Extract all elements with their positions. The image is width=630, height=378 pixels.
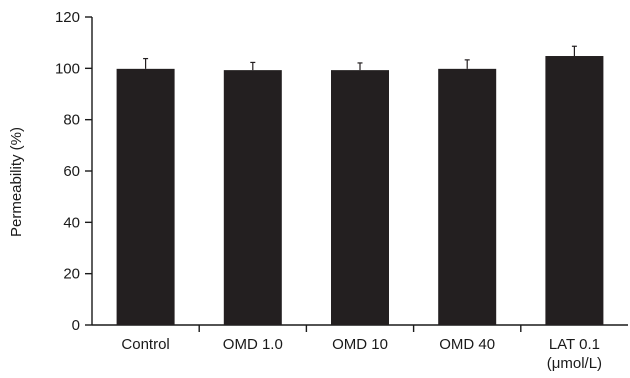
bar	[545, 56, 604, 325]
error-bars	[143, 45, 577, 71]
x-tick-label: LAT 0.1	[549, 336, 600, 353]
x-tick-label: OMD 40	[439, 336, 495, 353]
y-tick-label: 120	[55, 9, 80, 26]
bar	[223, 70, 282, 325]
bars	[116, 56, 604, 325]
x-tick-labels: Control OMD 1.0 OMD 10 OMD 40 LAT 0.1 (μmol/L…	[121, 336, 602, 372]
y-tick-label: 0	[72, 317, 80, 334]
x-tick-label: (μmol/L)	[547, 355, 602, 372]
y-tick-label: 100	[55, 60, 80, 77]
y-tick-label: 80	[63, 112, 80, 129]
x-tick-label: Control	[121, 336, 169, 353]
bar	[116, 68, 175, 325]
y-tick-label: 60	[63, 163, 80, 180]
bar	[438, 68, 497, 325]
bar	[331, 70, 389, 325]
y-tick-label: 20	[63, 266, 80, 283]
x-tick-label: OMD 1.0	[223, 336, 283, 353]
y-axis-label: Permeability (%)	[8, 127, 25, 237]
y-ticks: 0 20 40 60 80 100 120	[55, 9, 92, 334]
x-tick-label: OMD 10	[332, 336, 388, 353]
y-tick-label: 40	[63, 214, 80, 231]
